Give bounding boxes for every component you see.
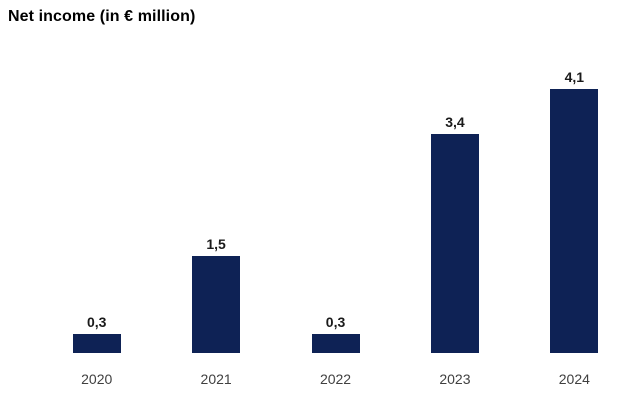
x-axis-tick-label: 2021 — [200, 371, 232, 387]
bar — [192, 256, 241, 353]
bar-value-label: 0,3 — [86, 314, 107, 330]
bar-group: 3,4 2023 — [395, 63, 514, 386]
bar-value-label: 4,1 — [564, 69, 585, 85]
bar-group: 0,3 2020 — [37, 63, 156, 386]
bar-value-label: 1,5 — [206, 236, 226, 252]
bar-value-label: 3,4 — [445, 114, 465, 130]
bar — [72, 334, 121, 353]
x-axis-tick-label: 2024 — [558, 371, 590, 387]
bar-value-label: 0,3 — [325, 314, 346, 330]
bar-group: 0,3 2022 — [276, 63, 395, 386]
x-axis-tick-label: 2020 — [81, 371, 113, 387]
x-axis-tick-label: 2023 — [439, 371, 471, 387]
plot-area: 0,3 2020 1,5 2021 0,3 2022 3,4 2023 4,1 2024 — [37, 63, 634, 386]
bar-group: 1,5 2021 — [156, 63, 275, 386]
chart-title: Net income (in € million) — [8, 8, 196, 25]
bar — [430, 134, 479, 353]
bar-group: 4,1 2024 — [515, 63, 634, 386]
bar — [550, 89, 599, 353]
bar — [311, 334, 360, 353]
x-axis-tick-label: 2022 — [319, 371, 352, 387]
